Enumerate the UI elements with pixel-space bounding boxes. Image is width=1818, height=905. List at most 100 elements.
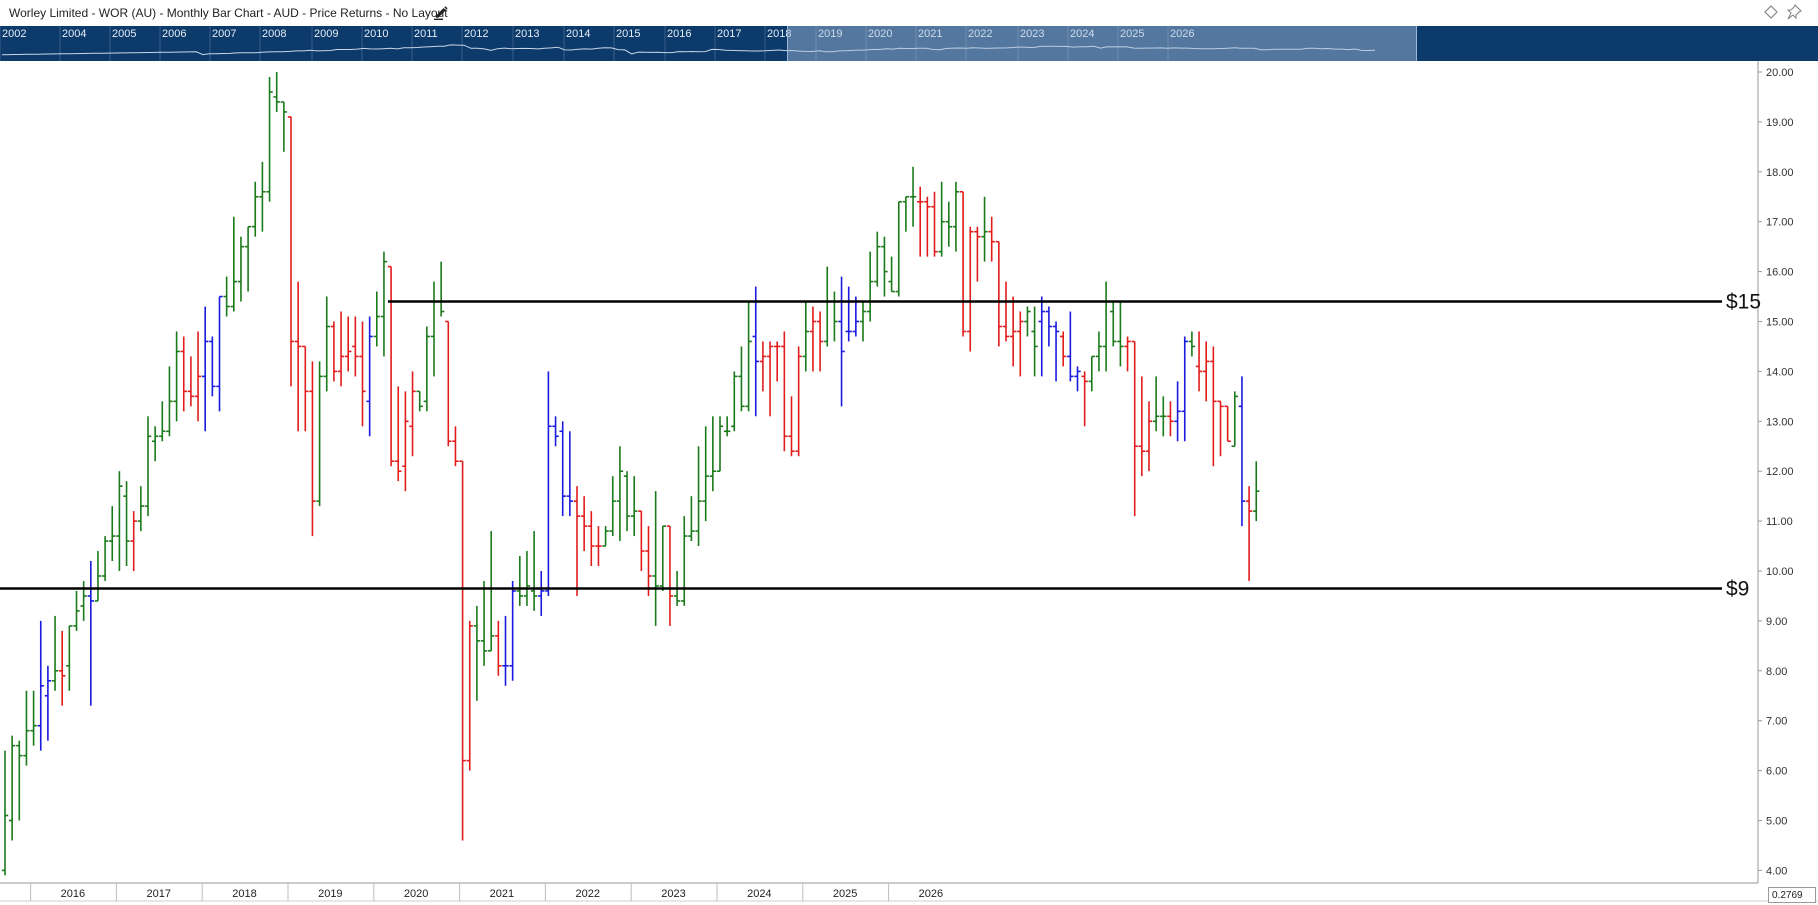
ohlc-bar [559,421,566,517]
ohlc-bar [852,296,860,337]
ohlc-bar [731,371,738,432]
ohlc-bar [159,401,166,442]
ohlc-bar [580,496,588,552]
time-navigator[interactable]: 2002 2004 2005 2006 2007 2008 2009 2010 2011 2012… [0,26,1818,61]
navigator-overview: 2002 2004 2005 2006 2007 2008 2009 2010 2011 2012… [0,26,1376,61]
x-tick-label: 2019 [318,888,342,900]
chart-frame [0,61,1818,902]
y-tick-label: 6.00 [1766,766,1787,778]
ohlc-bar [609,476,616,537]
ohlc-bar [259,161,266,232]
ohlc-bar [616,446,624,542]
ohlc-bar [566,431,574,517]
ohlc-bar [373,291,380,347]
level-lines: $15 $9 [0,291,1761,600]
ohlc-bar [774,341,781,382]
ohlc-bar [502,615,509,686]
ohlc-bar [359,321,366,427]
ohlc-bar [709,416,717,492]
ohlc-bar [130,511,137,571]
y-tick-label: 17.00 [1766,217,1794,229]
ohlc-bar [330,321,338,382]
navigator-year-label: 2009 [314,28,338,40]
ohlc-bar [866,251,874,322]
navigator-year-label: 2019 [818,28,842,40]
ohlc-bar [788,396,795,457]
ohlc-bar [888,256,895,293]
ohlc-bar [473,605,481,701]
ohlc-bar [1124,336,1131,372]
ohlc-bar [509,580,516,681]
x-tick-label: 2018 [232,888,256,900]
navigator-year-label: 2026 [1170,28,1194,40]
ohlc-bar [1195,331,1203,392]
ohlc-bar [681,516,688,606]
ohlc-bar [1110,301,1117,347]
ohlc-bar [59,630,66,706]
ohlc-bar [931,191,938,257]
ohlc-bar [1074,366,1081,392]
ohlc-bar [702,426,709,522]
navigator-year-label: 2013 [515,28,539,40]
ohlc-bar [1210,346,1217,467]
ohlc-bar [1017,311,1024,377]
ohlc-bar [123,481,130,567]
ohlc-bar [352,316,359,377]
y-tick-label: 20.00 [1766,67,1794,79]
ohlc-bar [1181,336,1188,442]
y-tick-label: 15.00 [1766,317,1794,329]
ohlc-bar [44,665,52,741]
ohlc-bar [759,341,767,392]
ohlc-bar [180,336,187,412]
ohlc-bar [480,580,488,666]
ohlc-bar [695,446,702,547]
navigator-window[interactable] [787,26,1417,61]
ohlc-bar [80,580,87,621]
diamond-icon[interactable] [1764,5,1778,19]
price-chart[interactable]: $15 $9 20.00 19.00 18.00 17.00 16.00 15.00 14.0… [0,61,1818,905]
ohlc-bar [895,200,902,297]
ohlc-bar [51,615,59,691]
ohlc-bar [917,186,924,257]
ohlc-bar [1238,376,1246,527]
ohlc-bar [1081,371,1088,427]
ohlc-bar [924,196,931,257]
navigator-year-label: 2022 [968,28,992,40]
navigator-year-label: 2007 [212,28,236,40]
ohlc-bar [294,281,302,432]
ohlc-bar [430,281,438,377]
y-tick-label: 9.00 [1766,616,1787,628]
ohlc-bar [252,181,259,237]
ohlc-bar [688,496,695,542]
ohlc-bar [1117,301,1124,367]
ohlc-bar [1138,376,1146,477]
level-label: $9 [1726,577,1749,600]
ohlc-bar [573,486,581,596]
ohlc-bar [530,531,538,611]
ohlc-bar [23,690,30,766]
pin-icon[interactable] [1786,4,1802,20]
ohlc-bar [488,531,495,652]
ohlc-bar [831,291,838,342]
ohlc-bar [838,276,845,407]
scale-readout: 0.2769 [1768,887,1816,903]
ohlc-bar [1253,461,1260,522]
ohlc-bar [766,341,774,417]
ohlc-bar [1067,311,1074,382]
pencil-icon[interactable] [433,5,449,21]
y-axis: 20.00 19.00 18.00 17.00 16.00 15.00 14.00 13.00… [1758,67,1794,877]
ohlc-bar [974,226,981,282]
ohlc-bar [809,306,817,372]
ohlc-bar [523,551,531,606]
ohlc-bar [280,101,288,152]
ohlc-bar [244,225,252,292]
ohlc-bar [1045,306,1053,347]
ohlc-bar [380,251,388,357]
y-tick-label: 12.00 [1766,466,1794,478]
ohlc-bar [723,416,731,437]
y-tick-label: 10.00 [1766,566,1794,578]
ohlc-bar [1038,296,1045,377]
navigator-year-label: 2025 [1120,28,1144,40]
ohlc-bar [738,346,745,412]
ohlc-bar [1088,355,1095,392]
